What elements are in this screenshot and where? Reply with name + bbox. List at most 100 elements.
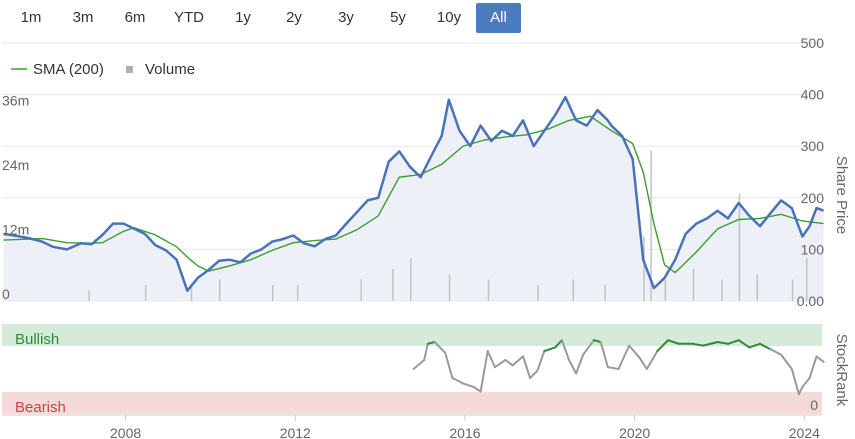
stockrank-segment [737, 339, 751, 349]
volume-bar [604, 284, 606, 301]
stockrank-segment [472, 386, 482, 393]
legend-sma-label[interactable]: SMA (200) [33, 61, 104, 78]
stockrank-segment [504, 359, 514, 367]
stockrank-line [412, 339, 825, 396]
stockrank-segment [727, 339, 740, 345]
stockrank-segment [511, 355, 525, 367]
stockrank-segment [628, 344, 641, 360]
volume-bar [190, 284, 193, 301]
volume-bar [692, 268, 695, 301]
price-tick-label: 100 [801, 241, 825, 257]
legend-volume-label[interactable]: Volume [145, 61, 195, 78]
range-button-1m[interactable]: 1m [20, 9, 42, 26]
range-button-3m[interactable]: 3m [72, 9, 94, 26]
price-tick-label: 400 [801, 87, 825, 103]
volume-tick-label: 24m [2, 157, 29, 173]
stockrank-segment [667, 339, 680, 345]
stockrank-segment [748, 342, 761, 349]
volume-bar [392, 268, 394, 301]
stockrank-segment [423, 342, 429, 361]
stockrank-segment [758, 342, 772, 351]
stockrank-segment [808, 355, 818, 379]
volume-bar [448, 274, 451, 301]
volume-axis-ticks: 36m 24m 12m 0 [2, 93, 29, 303]
range-button-6m[interactable]: 6m [124, 9, 146, 26]
stockrank-segment [568, 359, 578, 375]
stockrank-segment [769, 348, 783, 356]
time-axis-ticks: 2008 2012 2016 2020 2024 [110, 415, 820, 439]
volume-bar [721, 279, 723, 301]
stockrank-segment [691, 342, 705, 347]
stockrank-segment [412, 359, 426, 370]
range-button-5y[interactable]: 5y [390, 9, 406, 26]
stockrank-segment [536, 350, 546, 372]
price-area-fill [3, 97, 824, 301]
volume-bar [805, 258, 808, 301]
volume-bar [88, 290, 90, 301]
stockrank-segment [582, 339, 595, 356]
price-tick-label: 500 [801, 35, 825, 51]
stockrank-segment [575, 353, 585, 375]
stockrank-panel: Bullish Bearish 0 StockRank [2, 324, 850, 416]
stockrank-segment [702, 341, 719, 347]
stockrank-segment [522, 355, 532, 379]
range-button-10y[interactable]: 10y [436, 9, 462, 26]
range-button-2y[interactable]: 2y [286, 9, 302, 26]
range-button-1y[interactable]: 1y [235, 9, 251, 26]
stockrank-segment [461, 382, 475, 388]
stockrank-segment [617, 344, 631, 370]
volume-bar [296, 284, 299, 301]
volume-bar [272, 284, 274, 301]
volume-bar [410, 258, 412, 301]
stockrank-segment [815, 355, 825, 363]
chart-legend: SMA (200) Volume [11, 61, 195, 78]
stockrank-segment [426, 341, 436, 345]
bearish-band [2, 392, 822, 414]
volume-bar [791, 279, 794, 301]
volume-tick-label: 36m [2, 93, 29, 109]
range-button-3y[interactable]: 3y [338, 9, 354, 26]
stockrank-segment [444, 351, 454, 379]
volume-tick-label: 0 [2, 286, 10, 302]
range-button-ytd[interactable]: YTD [174, 9, 204, 26]
stockrank-segment [606, 366, 620, 370]
stockrank-segment [592, 339, 602, 343]
volume-bar [664, 279, 667, 301]
stockrank-segment [451, 377, 464, 385]
price-tick-label: 0.00 [797, 293, 824, 309]
stockrank-zero-tick: 0 [810, 397, 818, 413]
price-tick-label: 200 [801, 190, 825, 206]
stockrank-segment [656, 339, 670, 352]
volume-bar [360, 279, 362, 301]
price-plot-area: 500 400 300 200 100 0.00 36m 24m 12m 0 Share Pri… [2, 35, 850, 309]
volume-bar [650, 150, 652, 301]
volume-bar [738, 193, 741, 301]
bullish-band [2, 324, 822, 346]
volume-bars [88, 150, 808, 301]
stockrank-segment [560, 339, 571, 361]
stockrank-segment [599, 341, 609, 369]
stockrank-segment [645, 350, 659, 370]
stockrank-segment [638, 357, 648, 370]
stockrank-segment [790, 368, 800, 396]
time-tick-label: 2008 [110, 425, 141, 439]
stockrank-segment [486, 350, 496, 369]
stockrank-segment [716, 341, 730, 345]
stockrank-segment [797, 386, 804, 396]
stockrank-segment [529, 369, 539, 379]
legend-volume-swatch [126, 66, 133, 73]
time-tick-label: 2016 [449, 425, 480, 439]
stockrank-segment [543, 346, 557, 352]
volume-bar [756, 274, 758, 301]
stockrank-segment [479, 350, 489, 393]
range-button-all[interactable]: All [476, 3, 521, 33]
stockrank-segment [780, 353, 793, 370]
price-tick-label: 300 [801, 138, 825, 154]
volume-bar [144, 284, 147, 301]
time-tick-label: 2020 [619, 425, 650, 439]
price-axis-title: Share Price [833, 156, 850, 234]
volume-bar [572, 279, 575, 301]
price-axis-ticks: 500 400 300 200 100 0.00 [797, 35, 824, 309]
time-tick-label: 2024 [789, 425, 820, 439]
